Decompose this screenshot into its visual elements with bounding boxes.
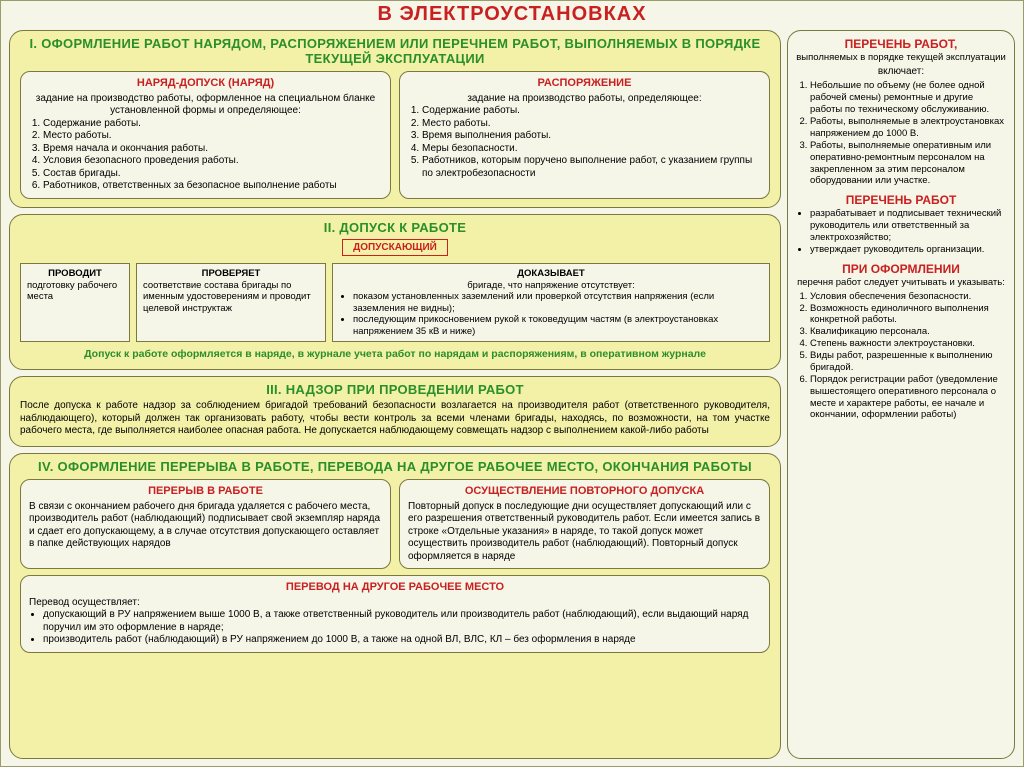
list-item: утверждает руководитель организации. — [810, 244, 1006, 256]
pereryv-panel: ПЕРЕРЫВ В РАБОТЕ В связи с окончанием ра… — [20, 479, 391, 569]
list-item: Работы, выполняемые оперативным или опер… — [810, 140, 1006, 188]
rasp-list: Содержание работы. Место работы. Время в… — [408, 105, 761, 180]
proveryaet-t: соответствие состава бригады по именным … — [143, 280, 319, 314]
naryad-intro: задание на производство работы, оформлен… — [29, 93, 382, 118]
provodit-t: подготовку рабочего места — [27, 280, 123, 303]
section-3-title: III. НАДЗОР ПРИ ПРОВЕДЕНИИ РАБОТ — [20, 383, 770, 398]
rasp-intro: задание на производство работы, определя… — [408, 93, 761, 106]
page-title: В ЭЛЕКТРОУСТАНОВКАХ — [1, 1, 1023, 30]
section-4-title: IV. ОФОРМЛЕНИЕ ПЕРЕРЫВА В РАБОТЕ, ПЕРЕВО… — [20, 460, 770, 475]
povtor-text: Повторный допуск в последующие дни осуще… — [408, 501, 761, 564]
dokazyvaet-list: показом установленных заземлений или про… — [339, 291, 763, 337]
rasporyazhenie-panel: РАСПОРЯЖЕНИЕ задание на производство раб… — [399, 71, 770, 199]
naryad-list: Содержание работы. Место работы. Время н… — [29, 118, 382, 193]
dopusk-tree: ПРОВОДИТ подготовку рабочего места ПРОВЕ… — [20, 263, 770, 342]
list-item: Виды работ, разрешенные к выполнению бри… — [810, 350, 1006, 374]
section-1-title: I. ОФОРМЛЕНИЕ РАБОТ НАРЯДОМ, РАСПОРЯЖЕНИ… — [20, 37, 770, 67]
list-item: Работников, которым поручено выполнение … — [422, 155, 761, 180]
list-item: Работы, выполняемые в электроустановках … — [810, 116, 1006, 140]
list-item: Возможность единоличного выполнения конк… — [810, 303, 1006, 327]
rasp-heading: РАСПОРЯЖЕНИЕ — [408, 77, 761, 91]
section-2-title: II. ДОПУСК К РАБОТЕ — [20, 221, 770, 236]
main-layout: I. ОФОРМЛЕНИЕ РАБОТ НАРЯДОМ, РАСПОРЯЖЕНИ… — [1, 30, 1023, 767]
naryad-heading: НАРЯД-ДОПУСК (НАРЯД) — [29, 77, 382, 91]
list-item: Условия обеспечения безопасности. — [810, 291, 1006, 303]
pri-oformlenii-heading: ПРИ ОФОРМЛЕНИИ — [796, 262, 1006, 277]
list-item: последующим прикосновением рукой к токов… — [353, 314, 763, 337]
section-1: I. ОФОРМЛЕНИЕ РАБОТ НАРЯДОМ, РАСПОРЯЖЕНИ… — [9, 30, 781, 208]
section-4: IV. ОФОРМЛЕНИЕ ПЕРЕРЫВА В РАБОТЕ, ПЕРЕВО… — [9, 453, 781, 759]
perechen-heading-2: ПЕРЕЧЕНЬ РАБОТ — [796, 193, 1006, 208]
left-column: I. ОФОРМЛЕНИЕ РАБОТ НАРЯДОМ, РАСПОРЯЖЕНИ… — [9, 30, 781, 759]
perevod-list: допускающий в РУ напряжением выше 1000 В… — [29, 609, 761, 647]
list-item: Состав бригады. — [43, 168, 382, 181]
perechen-sub: выполняемых в порядке текущей эксплуатац… — [796, 52, 1006, 64]
list-item: Место работы. — [43, 130, 382, 143]
pereryv-text: В связи с окончанием рабочего дня бригад… — [29, 501, 382, 551]
list-item: Условия безопасного проведения работы. — [43, 155, 382, 168]
list-item: Время начала и окончания работы. — [43, 143, 382, 156]
list-item: производитель работ (наблюдающий) в РУ н… — [43, 634, 761, 647]
pri-oformlenii-list: Условия обеспечения безопасности. Возмож… — [796, 291, 1006, 422]
proveryaet-box: ПРОВЕРЯЕТ соответствие состава бригады п… — [136, 263, 326, 342]
list-item: Содержание работы. — [43, 118, 382, 131]
list-item: разрабатывает и подписывает технический … — [810, 208, 1006, 244]
povtor-heading: ОСУЩЕСТВЛЕНИЕ ПОВТОРНОГО ДОПУСКА — [408, 485, 761, 499]
list-item: допускающий в РУ напряжением выше 1000 В… — [43, 609, 761, 634]
perevod-intro: Перевод осуществляет: — [29, 597, 761, 610]
list-item: Небольшие по объему (не более одной рабо… — [810, 80, 1006, 116]
list-item: Порядок регистрации работ (уведомление в… — [810, 374, 1006, 422]
perevod-heading: ПЕРЕВОД НА ДРУГОЕ РАБОЧЕЕ МЕСТО — [29, 581, 761, 595]
proveryaet-h: ПРОВЕРЯЕТ — [143, 268, 319, 279]
dopusk-note: Допуск к работе оформляется в наряде, в … — [20, 348, 770, 361]
list-item: Место работы. — [422, 118, 761, 131]
dopuskayushchiy-box: ДОПУСКАЮЩИЙ — [342, 239, 448, 256]
pri-oformlenii-sub: перечня работ следует учитывать и указыв… — [796, 277, 1006, 289]
naryad-panel: НАРЯД-ДОПУСК (НАРЯД) задание на производ… — [20, 71, 391, 199]
list-item: Работников, ответственных за безопасное … — [43, 180, 382, 193]
section-2: II. ДОПУСК К РАБОТЕ ДОПУСКАЮЩИЙ ПРОВОДИТ… — [9, 214, 781, 370]
list-item: Степень важности электроустановки. — [810, 338, 1006, 350]
perechen-incl: включает: — [796, 66, 1006, 79]
povtor-panel: ОСУЩЕСТВЛЕНИЕ ПОВТОРНОГО ДОПУСКА Повторн… — [399, 479, 770, 569]
dokazyvaet-box: ДОКАЗЫВАЕТ бригаде, что напряжение отсут… — [332, 263, 770, 342]
perechen-heading: ПЕРЕЧЕНЬ РАБОТ, — [796, 37, 1006, 52]
provodit-box: ПРОВОДИТ подготовку рабочего места — [20, 263, 130, 342]
list-item: Содержание работы. — [422, 105, 761, 118]
perevod-panel: ПЕРЕВОД НА ДРУГОЕ РАБОЧЕЕ МЕСТО Перевод … — [20, 575, 770, 653]
section-3-text: После допуска к работе надзор за соблюде… — [20, 400, 770, 438]
list-item: Меры безопасности. — [422, 143, 761, 156]
pereryv-heading: ПЕРЕРЫВ В РАБОТЕ — [29, 485, 382, 499]
perechen-panel: ПЕРЕЧЕНЬ РАБОТ, выполняемых в порядке те… — [787, 30, 1015, 759]
provodit-h: ПРОВОДИТ — [27, 268, 123, 279]
dokazyvaet-h: ДОКАЗЫВАЕТ — [339, 268, 763, 279]
dokazyvaet-intro: бригаде, что напряжение отсутствует: — [339, 280, 763, 291]
list-item: показом установленных заземлений или про… — [353, 291, 763, 314]
list-item: Время выполнения работы. — [422, 130, 761, 143]
perechen-blocks: Небольшие по объему (не более одной рабо… — [796, 80, 1006, 187]
perechen-bullets-2: разрабатывает и подписывает технический … — [796, 208, 1006, 256]
right-column: ПЕРЕЧЕНЬ РАБОТ, выполняемых в порядке те… — [787, 30, 1015, 759]
section-3: III. НАДЗОР ПРИ ПРОВЕДЕНИИ РАБОТ После д… — [9, 376, 781, 447]
list-item: Квалификацию персонала. — [810, 326, 1006, 338]
